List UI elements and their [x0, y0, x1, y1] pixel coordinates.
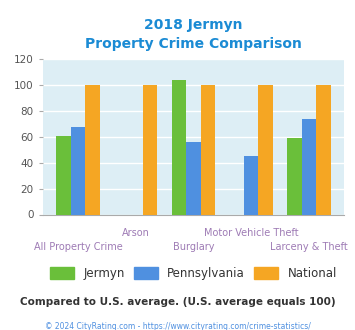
Bar — [186, 142, 201, 214]
Bar — [244, 156, 258, 214]
Bar — [302, 119, 316, 214]
Bar — [143, 85, 157, 214]
Text: © 2024 CityRating.com - https://www.cityrating.com/crime-statistics/: © 2024 CityRating.com - https://www.city… — [45, 322, 310, 330]
Bar — [71, 127, 85, 214]
Text: Motor Vehicle Theft: Motor Vehicle Theft — [204, 228, 299, 238]
Text: Larceny & Theft: Larceny & Theft — [270, 242, 348, 252]
Bar — [85, 85, 100, 214]
Bar — [258, 85, 273, 214]
Title: 2018 Jermyn
Property Crime Comparison: 2018 Jermyn Property Crime Comparison — [85, 18, 302, 51]
Bar — [172, 80, 186, 214]
Text: Burglary: Burglary — [173, 242, 214, 252]
Legend: Jermyn, Pennsylvania, National: Jermyn, Pennsylvania, National — [47, 264, 340, 284]
Bar — [287, 138, 302, 214]
Bar — [56, 136, 71, 214]
Text: Arson: Arson — [122, 228, 150, 238]
Bar — [316, 85, 331, 214]
Bar — [201, 85, 215, 214]
Text: Compared to U.S. average. (U.S. average equals 100): Compared to U.S. average. (U.S. average … — [20, 297, 335, 307]
Text: All Property Crime: All Property Crime — [34, 242, 122, 252]
